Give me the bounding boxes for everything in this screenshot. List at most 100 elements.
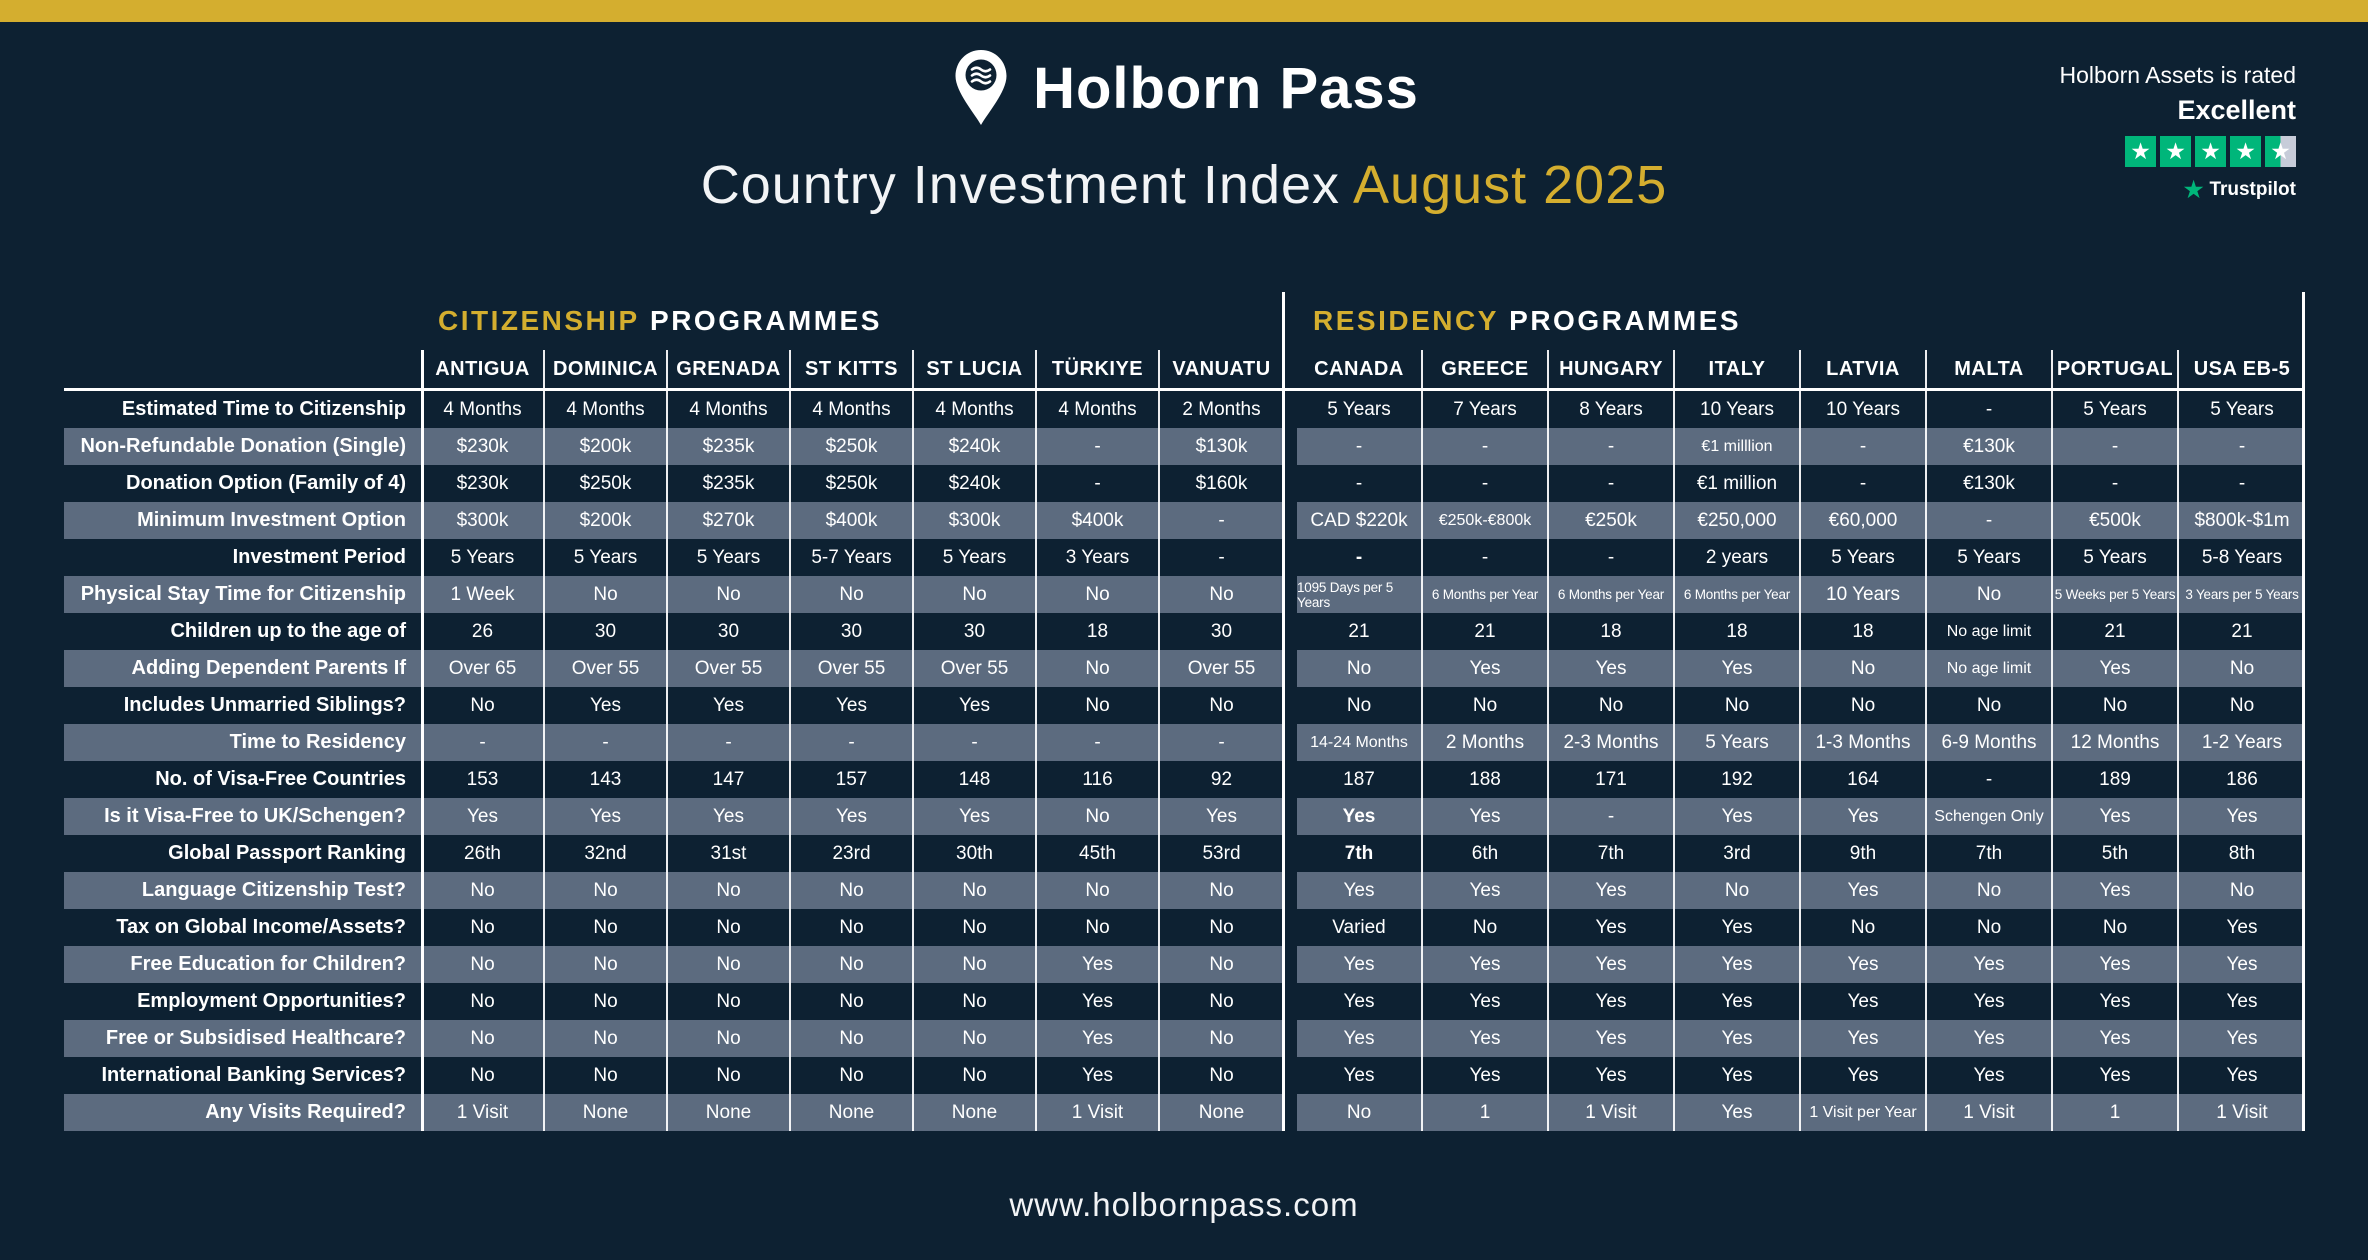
table-cell: None [1160,1094,1283,1131]
table-cell: 5 Years [668,539,791,576]
table-cell: $200k [545,502,668,539]
table-cell: No [2053,687,2179,724]
table-cell: 30th [914,835,1037,872]
row-gap [1283,502,1297,539]
table-cell: No [668,946,791,983]
table-cell: - [1549,798,1675,835]
table-cell: 5 Years [914,539,1037,576]
table-cell: No [1037,650,1160,687]
table-cell: 1095 Days per 5 Years [1297,576,1423,613]
header-spacer [64,350,422,388]
row-label-free-or-subsidised-healthcare: Free or Subsidised Healthcare? [64,1020,422,1057]
table-cell: No [2179,650,2305,687]
table-cell: Yes [668,798,791,835]
table-cell: 187 [1297,761,1423,798]
table-cell: None [914,1094,1037,1131]
row-label-non-refundable-donation-single: Non-Refundable Donation (Single) [64,428,422,465]
table-cell: - [2238,472,2246,494]
table-cell: 116 [1037,761,1160,798]
trustpilot-star-box: ★ [2125,136,2156,167]
table-cell: 5 Years [2053,391,2179,428]
table-cell: No [2053,909,2179,946]
table-cell: - [1549,428,1675,465]
table-cell: - [422,724,545,761]
table-cell: Yes [422,798,545,835]
table-cell: $235k [668,465,791,502]
table-cell: Yes [1549,946,1675,983]
row-gap [1283,872,1297,909]
table-cell: No [791,946,914,983]
row-label-global-passport-ranking: Global Passport Ranking [168,842,406,864]
table-cell: No [914,946,1037,983]
website-url: www.holbornpass.com [1009,1186,1359,1223]
table-cell: No [914,909,1037,946]
table-cell: No [668,872,791,909]
column-header-portugal: PORTUGAL [2053,350,2179,388]
table-cell: No [1297,1094,1423,1131]
table-cell: $200k [545,428,668,465]
table-cell: No [791,1020,914,1057]
table-cell: Yes [1297,872,1423,909]
table-cell: Over 55 [914,650,1037,687]
table-cell: - [2179,428,2305,465]
table-cell: 5 Years [1927,539,2053,576]
table-cell: Yes [2053,650,2179,687]
table-cell: No [1297,687,1423,724]
table-cell: No [1160,576,1283,613]
table-cell: No [1927,687,2053,724]
row-label-minimum-investment-option: Minimum Investment Option [64,502,422,539]
table-cell: Yes [1297,983,1423,1020]
table-cell: Over 55 [1160,650,1283,687]
table-cell: No [1037,909,1160,946]
table-cell: - [2053,428,2179,465]
table-cell: $300k [422,502,545,539]
table-cell: No [1801,650,1927,687]
table-cell: 18 [1801,613,1927,650]
table-cell: Yes [1675,983,1801,1020]
table-cell: 8th [2228,842,2256,864]
table-cell: 21 [1297,613,1423,650]
row-gap [1283,761,1297,798]
table-cell: 6 Months per Year [1549,576,1675,613]
row-label-language-citizenship-test: Language Citizenship Test? [64,872,422,909]
table-cell: - [1297,539,1423,576]
table-cell: Yes [545,687,668,724]
table-cell: Yes [1423,872,1549,909]
table-cell: Yes [1549,650,1675,687]
table-cell: - [1549,465,1675,502]
table-cell: None [791,1094,914,1131]
table-cell: 153 [422,761,545,798]
table-cell: Over 55 [791,650,914,687]
row-label-investment-period: Investment Period [232,546,406,568]
table-cell: Yes [1037,946,1160,983]
table-cell: 1 [2053,1094,2179,1131]
table-cell: Yes [668,687,791,724]
header-gap [1283,350,1297,388]
table-cell: Yes [1423,1057,1549,1094]
row-label-any-visits-required: Any Visits Required? [64,1094,422,1131]
table-cell: No [1297,650,1423,687]
table-cell: No [545,1057,668,1094]
table-cell: $250k [545,465,668,502]
table-cell: No [791,1057,914,1094]
table-cell: No [2179,872,2305,909]
table-cell: - [1160,724,1283,761]
table-cell: Yes [1927,1057,2053,1094]
table-cell: 4 Months [791,391,914,428]
column-header-st-lucia: ST LUCIA [914,350,1037,388]
table-cell: 2 years [1675,539,1801,576]
column-header-malta: MALTA [1927,350,2053,388]
row-gap [1283,724,1297,761]
trustpilot-star-box: ★ [2230,136,2261,167]
table-cell: €130k [1927,428,2053,465]
table-cell: No [422,1057,545,1094]
table-cell: 1 Visit [1037,1094,1160,1131]
table-cell: 10 Years [1801,391,1927,428]
page-title-date: August 2025 [1353,155,1668,215]
table-cell: Yes [1037,983,1160,1020]
table-cell: - [1801,428,1927,465]
table-cell: Yes [2179,798,2305,835]
table-cell: - [2053,465,2179,502]
table-cell: 9th [1801,835,1927,872]
section-title-citizenship: CITIZENSHIP PROGRAMMES [438,305,882,336]
